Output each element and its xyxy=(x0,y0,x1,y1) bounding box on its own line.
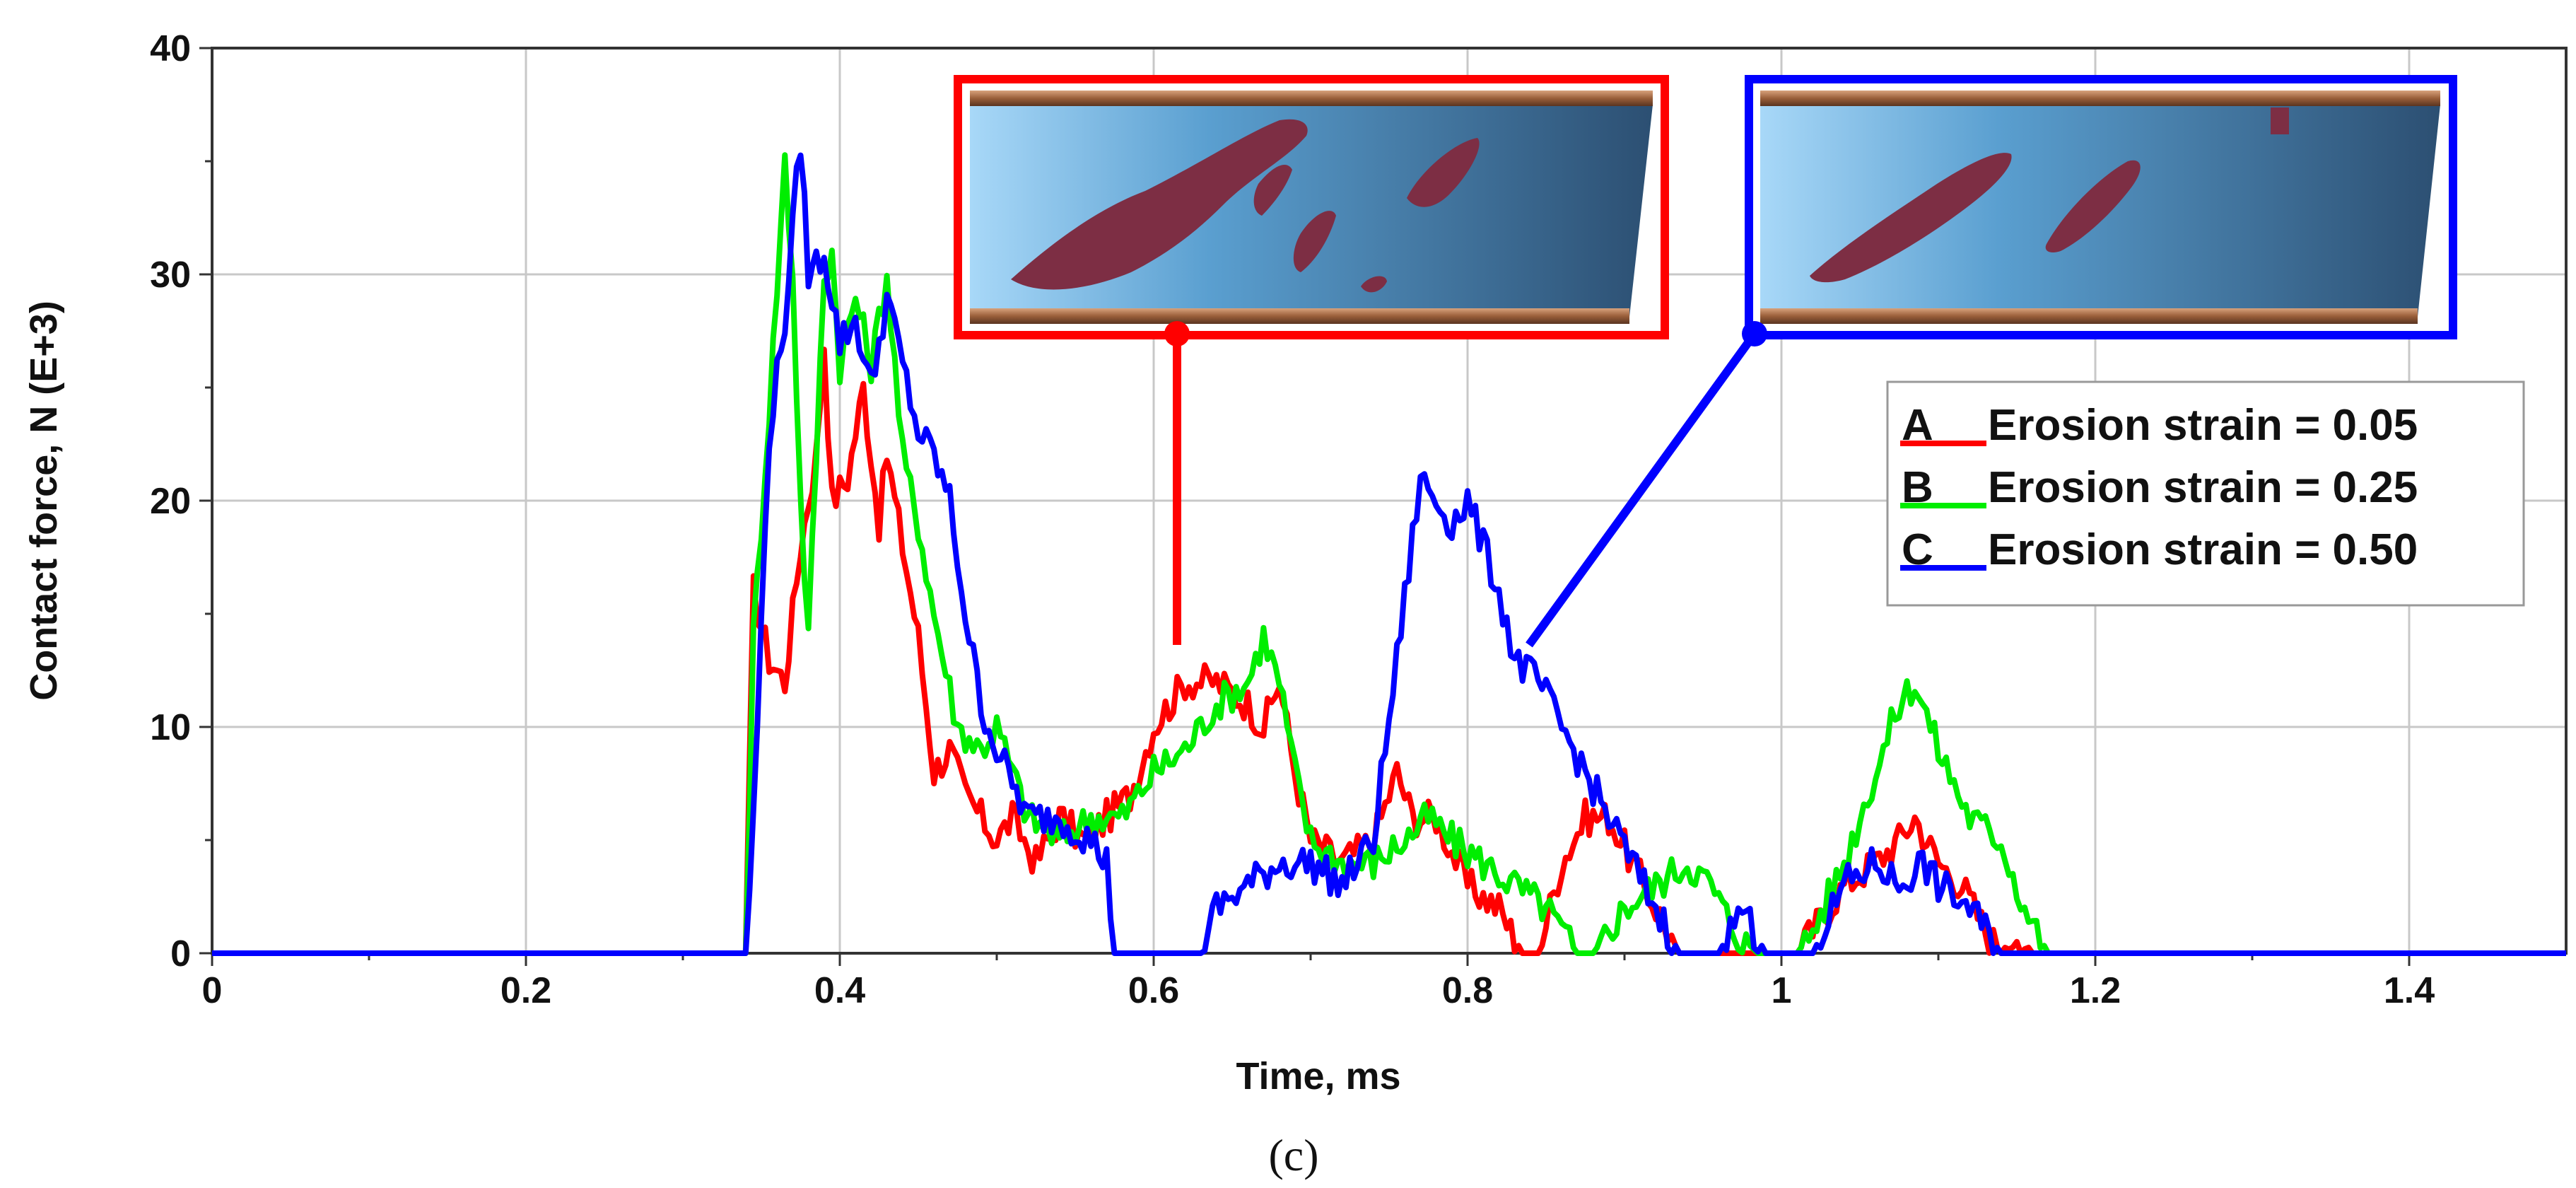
legend: A Erosion strain = 0.05 B Erosion strain… xyxy=(1886,380,2525,607)
x-tick-label: 0.4 xyxy=(814,970,865,1011)
legend-label-c: Erosion strain = 0.50 xyxy=(1988,525,2418,574)
legend-box xyxy=(1886,380,2525,607)
legend-entry-a: A Erosion strain = 0.05 xyxy=(1900,401,2418,450)
x-tick-label: 1 xyxy=(1772,970,1792,1011)
x-axis-title: Time, ms xyxy=(1236,1055,1400,1097)
inset-red-crack-4 xyxy=(1407,138,1480,207)
inset-blue-connector-dot xyxy=(1742,321,1767,346)
tick-labels: 0 0.2 0.4 0.6 0.8 1 1.2 1.4 0 10 20 30 40 xyxy=(150,28,2435,1011)
inset-red-connector-dot xyxy=(1164,321,1190,346)
x-tick-label: 0.2 xyxy=(500,970,551,1011)
inset-blue-connector xyxy=(1526,321,1767,648)
y-axis-title: Contact force, N (E+3) xyxy=(23,301,65,701)
x-tick-label: 0 xyxy=(202,970,223,1011)
inset-red-crack-1 xyxy=(1011,119,1308,290)
inset-blue-top-rim xyxy=(1760,91,2440,106)
x-tick-label: 1.2 xyxy=(2070,970,2121,1011)
inset-red-crack-3 xyxy=(1293,211,1336,272)
inset-blue-crack-3 xyxy=(2271,107,2289,134)
x-tick-label: 1.4 xyxy=(2384,970,2435,1011)
inset-red-bottom-rim xyxy=(970,308,1629,324)
y-tick-label: 20 xyxy=(150,481,191,522)
y-tick-label: 30 xyxy=(150,255,191,296)
inset-red-connector xyxy=(1164,321,1190,645)
inset-red-crack-5 xyxy=(1361,276,1387,293)
legend-entry-b: B Erosion strain = 0.25 xyxy=(1900,463,2418,512)
axes xyxy=(199,47,2568,966)
y-tick-label: 10 xyxy=(150,707,191,748)
figure-caption: (c) xyxy=(1268,1130,1318,1180)
inset-blue xyxy=(1745,75,2457,339)
x-tick-label: 0.6 xyxy=(1128,970,1179,1011)
inset-blue-crack-2 xyxy=(2045,160,2141,252)
series-lines xyxy=(212,152,2566,956)
y-tick-label: 0 xyxy=(170,933,191,974)
inset-blue-crack-1 xyxy=(1810,153,2012,283)
x-tick-label: 0.8 xyxy=(1442,970,1493,1011)
y-tick-label: 40 xyxy=(150,28,191,69)
legend-label-a: Erosion strain = 0.05 xyxy=(1988,401,2418,450)
inset-red-top-rim xyxy=(970,91,1653,106)
series-line-c xyxy=(212,152,2566,956)
inset-red-crack-2 xyxy=(1253,164,1292,216)
plot-frame xyxy=(211,47,2568,955)
inset-red xyxy=(954,75,1669,339)
legend-entry-c: C Erosion strain = 0.50 xyxy=(1900,525,2418,574)
inset-blue-connector-line xyxy=(1526,331,1758,648)
legend-label-b: Erosion strain = 0.25 xyxy=(1988,463,2418,512)
inset-blue-bottom-rim xyxy=(1760,308,2418,324)
